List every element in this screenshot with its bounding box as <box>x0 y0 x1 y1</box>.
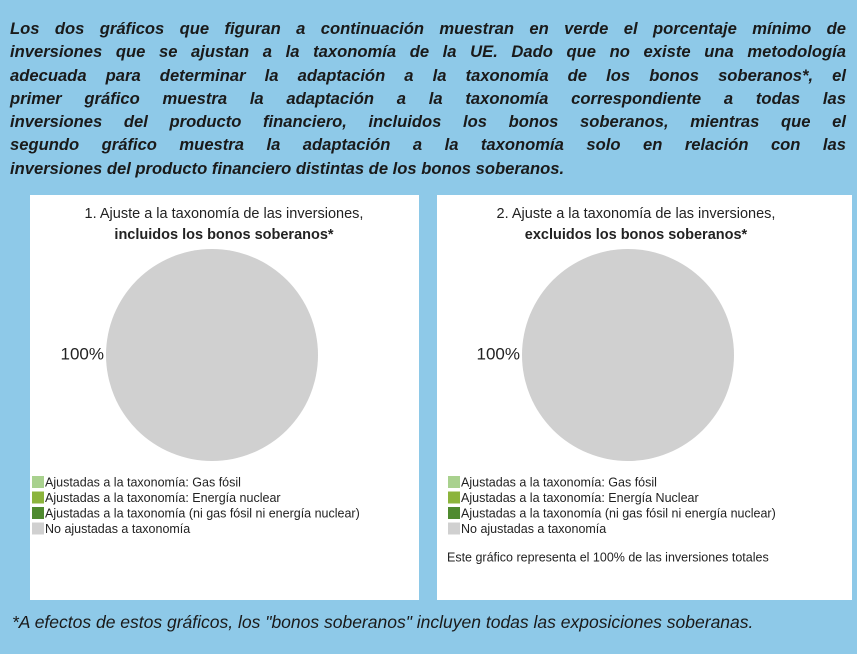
chart-note: Este gráfico representa el 100% de las i… <box>447 550 769 564</box>
legend-swatch <box>32 476 44 488</box>
legend-swatch <box>448 491 460 504</box>
charts: 1. Ajuste a la taxonomía de las inversio… <box>30 195 852 600</box>
legend-label: Ajustadas a la taxonomía (ni gas fósil n… <box>461 506 776 520</box>
intro-line: primer gráfico muestra la adaptación a l… <box>10 88 846 108</box>
legend-label: Ajustadas a la taxonomía: Gas fósil <box>461 475 657 489</box>
pie-slice <box>522 249 734 461</box>
legend-swatch <box>32 507 44 519</box>
intro-line: Los dos gráficos que figuran a continuac… <box>10 19 846 38</box>
legend-swatch <box>32 522 44 535</box>
footnote: *A efectos de estos gráficos, los "bonos… <box>12 612 754 632</box>
intro-line: adecuada para determinar la adaptación a… <box>10 65 846 85</box>
pie-slice <box>106 249 318 461</box>
value-label: 100% <box>61 344 104 363</box>
legend-swatch <box>448 507 460 519</box>
intro-line: inversiones del producto financiero, inc… <box>10 112 846 132</box>
legend-label: Ajustadas a la taxonomía: Energía Nuclea… <box>461 491 699 505</box>
legend-label: Ajustadas a la taxonomía: Gas fósil <box>45 475 241 489</box>
legend-label: No ajustadas a taxonomía <box>45 522 190 536</box>
intro-line: inversiones que se ajustan a la taxonomí… <box>10 42 846 62</box>
legend-swatch <box>32 491 44 504</box>
intro-line: segundo gráfico muestra la adaptación a … <box>10 135 846 155</box>
intro: Los dos gráficos que figuran a continuac… <box>10 17 846 180</box>
value-label: 100% <box>477 344 520 363</box>
legend-label: Ajustadas a la taxonomía (ni gas fósil n… <box>45 506 360 520</box>
intro-line: inversiones del producto financiero dist… <box>10 158 565 178</box>
chart-title: 2. Ajuste a la taxonomía de las inversio… <box>497 206 776 222</box>
legend-label: Ajustadas a la taxonomía: Energía nuclea… <box>45 491 281 505</box>
chart-subtitle: incluidos los bonos soberanos* <box>114 227 333 243</box>
legend-swatch <box>448 476 460 488</box>
legend-label: No ajustadas a taxonomía <box>461 522 606 536</box>
chart-subtitle: excluidos los bonos soberanos* <box>525 227 748 243</box>
legend-swatch <box>448 522 460 535</box>
chart-title: 1. Ajuste a la taxonomía de las inversio… <box>85 206 364 222</box>
